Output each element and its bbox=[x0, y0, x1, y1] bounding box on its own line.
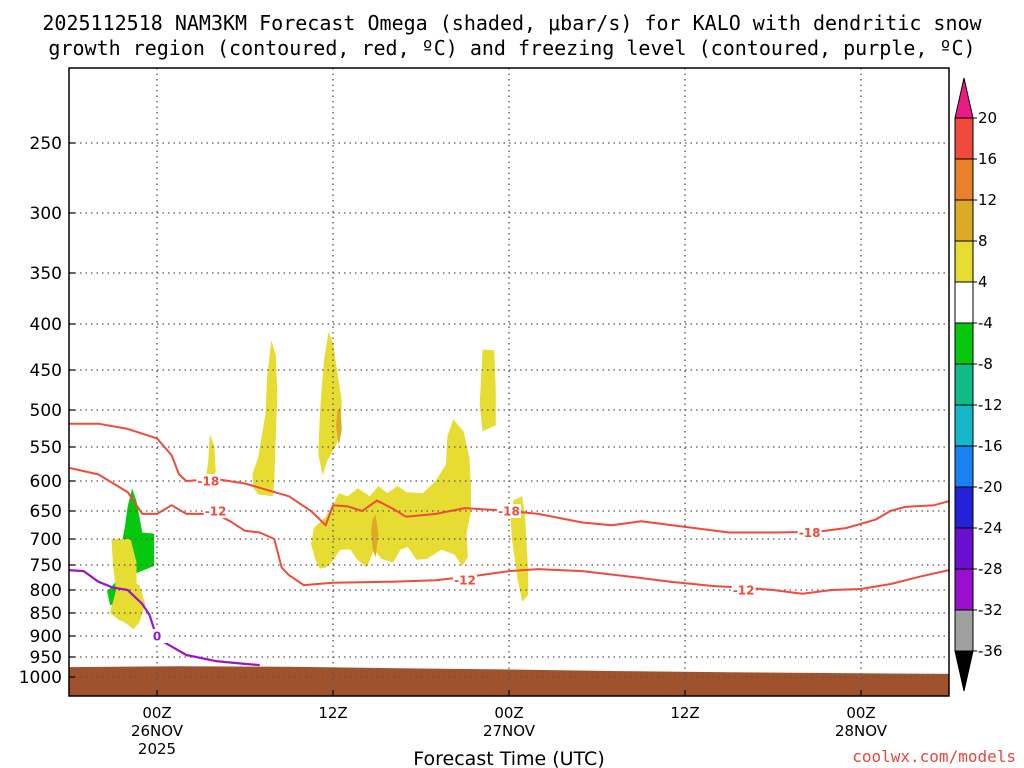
x-tick-date: 26NOV bbox=[131, 722, 184, 740]
contour-label-bg bbox=[453, 573, 477, 588]
contour-lines: -12 -12 -12 -18 -18 -18 0 bbox=[69, 422, 949, 667]
x-tick-date: 28NOV bbox=[835, 722, 888, 740]
colorbar-bin bbox=[954, 117, 974, 160]
x-axis-title: Forecast Time (UTC) bbox=[413, 748, 604, 768]
omega-area-yellow bbox=[110, 580, 146, 630]
omega-area-orange bbox=[371, 514, 379, 558]
colorbar-lower-triangle bbox=[954, 650, 974, 692]
contour-label: -18 bbox=[197, 475, 219, 489]
y-tick-label: 550 bbox=[30, 438, 62, 458]
colorbar-label: -4 bbox=[978, 314, 993, 332]
contour-label: -12 bbox=[733, 584, 755, 598]
colorbar-label: 12 bbox=[978, 191, 997, 209]
contour-label: -12 bbox=[205, 505, 227, 519]
x-tick-date: 27NOV bbox=[483, 722, 536, 740]
colorbar-label: -8 bbox=[978, 355, 993, 373]
colorbar-bin bbox=[954, 240, 974, 283]
x-tick-year: 2025 bbox=[138, 740, 176, 758]
y-tick-label: 700 bbox=[30, 530, 62, 550]
terrain-fill bbox=[69, 666, 949, 696]
contour-label-bg bbox=[196, 474, 221, 488]
colorbar-label: -12 bbox=[978, 396, 1003, 414]
colorbar-bin bbox=[954, 363, 974, 406]
x-tick-label: 00Z bbox=[142, 704, 171, 722]
y-tick-label: 950 bbox=[30, 648, 62, 668]
x-tick-label: 12Z bbox=[318, 704, 347, 722]
colorbar-bin bbox=[954, 322, 974, 365]
colorbar-label: 4 bbox=[978, 273, 988, 291]
contour-label: -12 bbox=[454, 574, 476, 588]
colorbar-bin bbox=[954, 445, 974, 488]
colorbar-label: -24 bbox=[978, 519, 1003, 537]
omega-area-orange bbox=[335, 406, 342, 446]
omega-area-yellow bbox=[479, 349, 496, 432]
colorbar-label: 8 bbox=[978, 232, 988, 250]
y-tick-label: 850 bbox=[30, 604, 62, 624]
y-tick-label: 1000 bbox=[19, 668, 62, 688]
colorbar-bin bbox=[954, 199, 974, 242]
colorbar-upper-triangle bbox=[954, 77, 974, 119]
grid-lines bbox=[69, 68, 949, 696]
y-tick-label: 750 bbox=[30, 556, 62, 576]
y-axis: 250 300 350 400 450 500 550 600 650 700 750 800 850 9… bbox=[19, 134, 75, 688]
y-tick-label: 800 bbox=[30, 581, 62, 601]
contour-label: -18 bbox=[498, 505, 520, 519]
chart-title-line2: growth region (contoured, red, ºC) and f… bbox=[48, 36, 975, 60]
omega-area-yellow bbox=[252, 340, 278, 497]
colorbar-label: -32 bbox=[978, 601, 1003, 619]
omega-shading bbox=[107, 331, 529, 630]
colorbar-bin bbox=[954, 486, 974, 529]
y-tick-label: 500 bbox=[30, 401, 62, 421]
chart-title-line1: 2025112518 NAM3KM Forecast Omega (shaded… bbox=[42, 11, 982, 35]
colorbar-bin bbox=[954, 158, 974, 201]
colorbar-bin bbox=[954, 609, 974, 652]
y-tick-label: 400 bbox=[30, 315, 62, 335]
omega-area-yellow bbox=[510, 496, 529, 602]
y-tick-label: 250 bbox=[30, 134, 62, 154]
omega-area-yellow bbox=[318, 331, 342, 476]
y-tick-label: 900 bbox=[30, 627, 62, 647]
contour-label-bg bbox=[497, 504, 521, 518]
y-tick-label: 600 bbox=[30, 472, 62, 492]
y-tick-label: 650 bbox=[30, 502, 62, 522]
colorbar-label: -20 bbox=[978, 478, 1003, 496]
omega-area-yellow bbox=[311, 419, 471, 569]
contour-label-bg bbox=[797, 525, 822, 540]
colorbar-bin bbox=[954, 281, 974, 324]
x-tick-label: 00Z bbox=[494, 704, 523, 722]
colorbar-label: -28 bbox=[978, 560, 1003, 578]
contour-line-freezing_level bbox=[69, 569, 260, 667]
terrain-layer bbox=[69, 666, 949, 696]
contour-label: 0 bbox=[153, 630, 161, 644]
y-tick-label: 350 bbox=[30, 264, 62, 284]
contour-label-bg bbox=[203, 504, 228, 518]
contour-label: -18 bbox=[799, 526, 821, 540]
y-tick-label: 450 bbox=[30, 361, 62, 381]
colorbar-bin bbox=[954, 568, 974, 611]
credit-text[interactable]: coolwx.com/models bbox=[852, 747, 1016, 766]
colorbar-label: -16 bbox=[978, 437, 1003, 455]
y-tick-label: 300 bbox=[30, 204, 62, 224]
contour-label-bg bbox=[145, 629, 169, 643]
colorbar-label: -36 bbox=[978, 642, 1003, 660]
contour-label-bg bbox=[731, 583, 756, 597]
contour-line-dendritic bbox=[69, 466, 949, 595]
colorbar-bin bbox=[954, 404, 974, 447]
colorbar-label: 16 bbox=[978, 150, 997, 168]
colorbar-bin bbox=[954, 527, 974, 570]
x-tick-label: 00Z bbox=[846, 704, 875, 722]
contour-line-dendritic bbox=[69, 422, 949, 534]
colorbar-label: 20 bbox=[978, 109, 997, 127]
x-tick-label: 12Z bbox=[670, 704, 699, 722]
colorbar: -36 -32 -28 -24 -20 -16 -12 -8 -4 4 8 12 16 20 bbox=[954, 77, 1003, 692]
